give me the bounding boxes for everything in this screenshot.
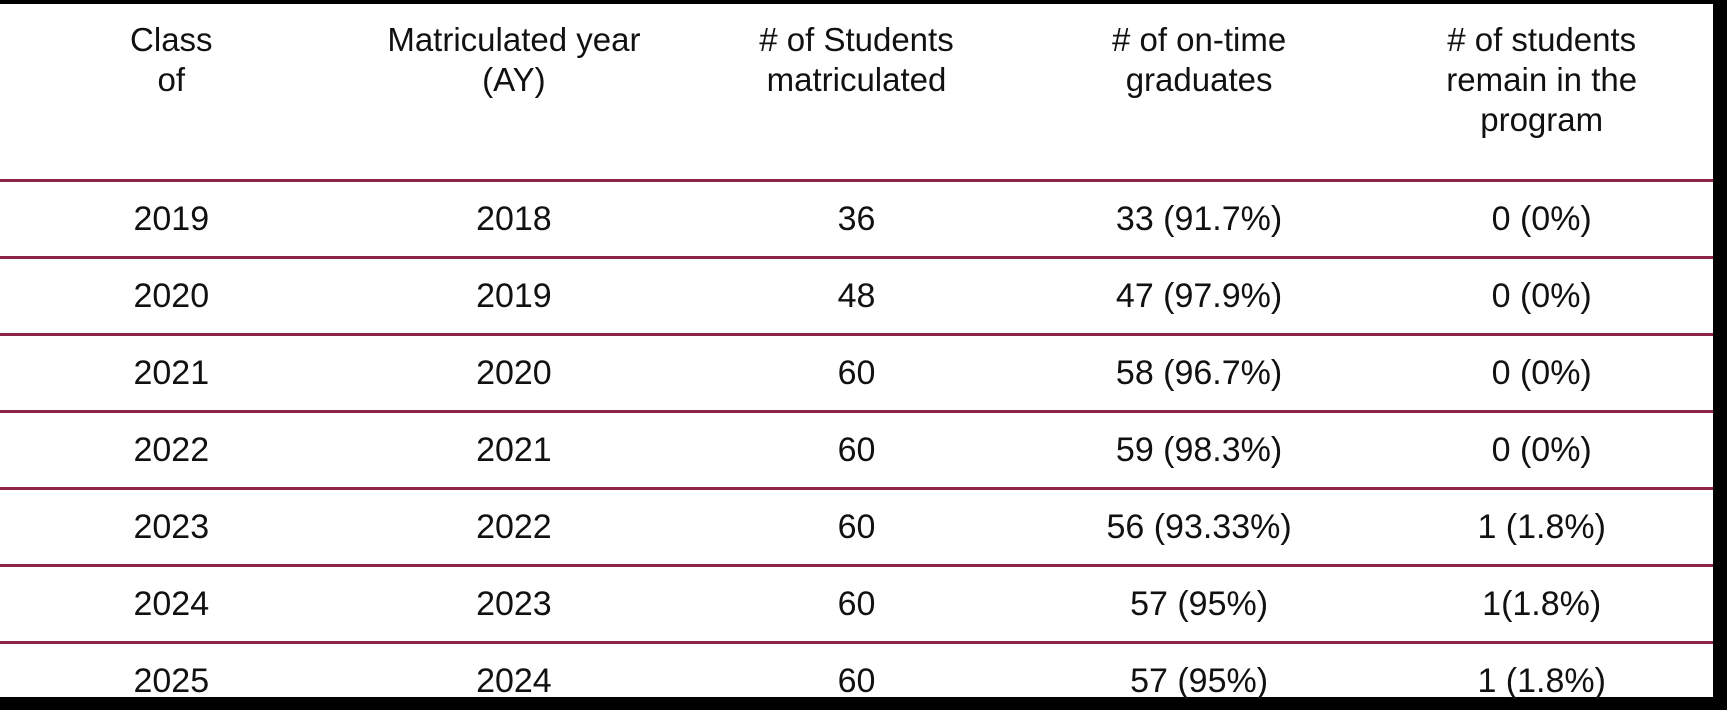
cell-students-matriculated: 60 — [685, 334, 1028, 413]
cell-on-time-graduates: 33 (91.7%) — [1027, 180, 1371, 259]
cell-students-remaining: 1 (1.8%) — [1370, 488, 1713, 567]
cell-on-time-graduates: 58 (96.7%) — [1027, 334, 1371, 413]
header-matriculated-year: Matriculated year (AY) — [342, 4, 686, 182]
cell-matriculated-year: 2018 — [342, 180, 686, 259]
cell-on-time-graduates: 57 (95%) — [1027, 642, 1371, 710]
cell-class-of: 2021 — [0, 334, 343, 413]
cell-matriculated-year: 2023 — [342, 565, 686, 644]
cell-students-matriculated: 48 — [685, 257, 1028, 336]
cell-class-of: 2022 — [0, 411, 343, 490]
cell-students-remaining: 1(1.8%) — [1370, 565, 1713, 644]
header-students-matriculated: # of Students matriculated — [685, 4, 1028, 182]
graduation-outcomes-table: Class of Matriculated year (AY) # of Stu… — [0, 4, 1713, 710]
cell-matriculated-year: 2022 — [342, 488, 686, 567]
table-body: 2019 2018 36 33 (91.7%) 0 (0%) 2020 2019… — [0, 180, 1713, 710]
cell-students-matriculated: 36 — [685, 180, 1028, 259]
cell-matriculated-year: 2024 — [342, 642, 686, 710]
header-students-remaining: # of students remain in the program — [1370, 4, 1713, 182]
table-row: 2024 2023 60 57 (95%) 1(1.8%) — [0, 565, 1713, 644]
cell-matriculated-year: 2021 — [342, 411, 686, 490]
cell-students-remaining: 0 (0%) — [1370, 257, 1713, 336]
table-header: Class of Matriculated year (AY) # of Stu… — [0, 4, 1713, 182]
table-row: 2023 2022 60 56 (93.33%) 1 (1.8%) — [0, 488, 1713, 567]
cell-students-matriculated: 60 — [685, 411, 1028, 490]
cell-on-time-graduates: 57 (95%) — [1027, 565, 1371, 644]
cell-on-time-graduates: 59 (98.3%) — [1027, 411, 1371, 490]
cell-students-remaining: 0 (0%) — [1370, 180, 1713, 259]
header-class-of: Class of — [0, 4, 343, 182]
table-row: 2022 2021 60 59 (98.3%) 0 (0%) — [0, 411, 1713, 490]
cell-students-remaining: 0 (0%) — [1370, 411, 1713, 490]
table-row: 2021 2020 60 58 (96.7%) 0 (0%) — [0, 334, 1713, 413]
cell-class-of: 2025 — [0, 642, 343, 710]
cell-class-of: 2019 — [0, 180, 343, 259]
header-row: Class of Matriculated year (AY) # of Stu… — [0, 4, 1713, 182]
cell-matriculated-year: 2020 — [342, 334, 686, 413]
table-row: 2025 2024 60 57 (95%) 1 (1.8%) — [0, 642, 1713, 710]
cell-matriculated-year: 2019 — [342, 257, 686, 336]
cell-students-matriculated: 60 — [685, 565, 1028, 644]
cell-students-matriculated: 60 — [685, 642, 1028, 710]
cell-class-of: 2024 — [0, 565, 343, 644]
cell-on-time-graduates: 56 (93.33%) — [1027, 488, 1371, 567]
cell-students-remaining: 1 (1.8%) — [1370, 642, 1713, 710]
cell-on-time-graduates: 47 (97.9%) — [1027, 257, 1371, 336]
cell-class-of: 2023 — [0, 488, 343, 567]
table-row: 2019 2018 36 33 (91.7%) 0 (0%) — [0, 180, 1713, 259]
cell-students-matriculated: 60 — [685, 488, 1028, 567]
header-on-time-graduates: # of on-time graduates — [1027, 4, 1371, 182]
cell-class-of: 2020 — [0, 257, 343, 336]
cell-students-remaining: 0 (0%) — [1370, 334, 1713, 413]
table-row: 2020 2019 48 47 (97.9%) 0 (0%) — [0, 257, 1713, 336]
